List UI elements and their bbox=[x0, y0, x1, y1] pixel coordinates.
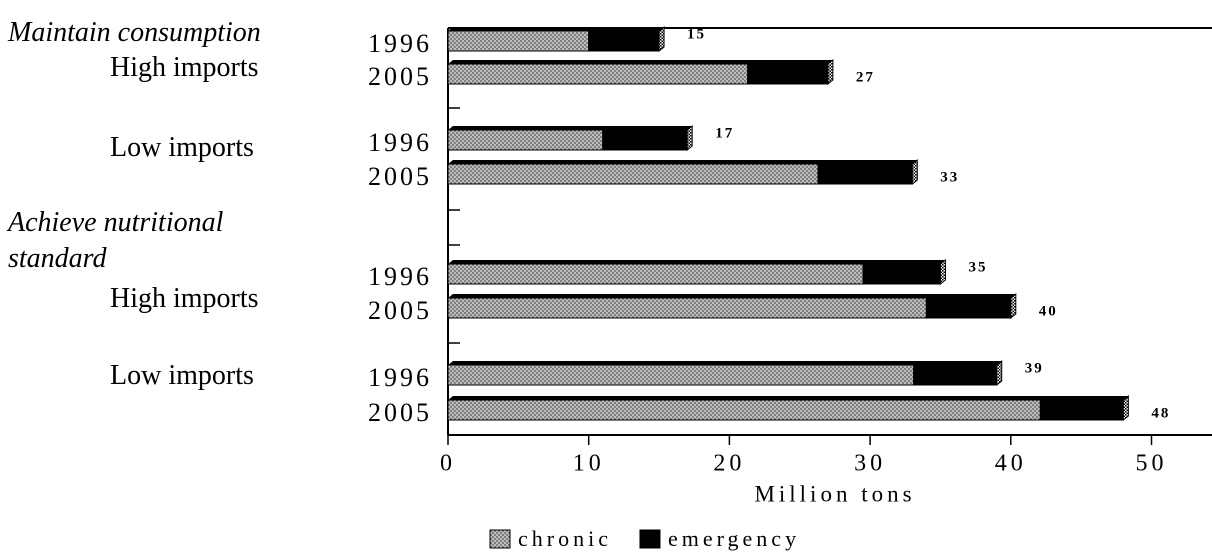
x-axis-label: Million tons bbox=[754, 481, 915, 506]
legend-swatch bbox=[639, 529, 661, 549]
bar-segment bbox=[447, 364, 915, 386]
y-tick-label: 2005 bbox=[368, 296, 432, 325]
bar-end bbox=[827, 58, 834, 86]
subgroup-label: Low imports bbox=[110, 360, 254, 391]
total-label: 15 bbox=[687, 26, 706, 42]
group-label: Maintain consumption bbox=[8, 17, 261, 48]
bar-end bbox=[1010, 292, 1017, 320]
bar-segment bbox=[747, 63, 829, 85]
total-label: 39 bbox=[1025, 360, 1044, 376]
x-tick-label: 30 bbox=[854, 451, 886, 477]
bar-top bbox=[448, 60, 833, 64]
bar-segment bbox=[588, 30, 660, 52]
total-label: 33 bbox=[940, 169, 959, 185]
bar-segment bbox=[447, 63, 749, 85]
bar-segment bbox=[862, 263, 941, 285]
total-label: 40 bbox=[1039, 303, 1058, 319]
y-tick-label: 1996 bbox=[368, 262, 432, 291]
bar-segment bbox=[447, 297, 927, 319]
x-tick-label: 20 bbox=[713, 451, 745, 477]
x-tick-label: 0 bbox=[440, 451, 456, 477]
bar-end bbox=[686, 124, 693, 152]
bar-end bbox=[996, 359, 1003, 387]
bar-top bbox=[448, 361, 1002, 365]
total-label: 35 bbox=[968, 259, 987, 275]
y-tick-label: 2005 bbox=[368, 398, 432, 427]
bar-top bbox=[448, 396, 1129, 400]
y-tick-label: 1996 bbox=[368, 29, 432, 58]
bar-top bbox=[448, 294, 1016, 298]
x-tick-label: 40 bbox=[995, 451, 1027, 477]
y-tick-label: 1996 bbox=[368, 363, 432, 392]
legend-label: chronic bbox=[518, 526, 612, 551]
bar-segment bbox=[447, 263, 864, 285]
bar-segment bbox=[447, 163, 819, 185]
total-label: 48 bbox=[1151, 405, 1170, 421]
subgroup-label: Low imports bbox=[110, 132, 254, 163]
group-label: Achieve nutritional standard bbox=[8, 207, 224, 274]
bar-segment bbox=[1039, 399, 1124, 421]
y-minor-ticks bbox=[448, 107, 460, 344]
bar-top bbox=[448, 260, 946, 264]
subgroup-label: High imports bbox=[110, 52, 259, 83]
bar-segment bbox=[913, 364, 998, 386]
total-label: 27 bbox=[856, 69, 875, 85]
y-tick-label: 1996 bbox=[368, 128, 432, 157]
bar-segment bbox=[447, 399, 1041, 421]
subgroup-label: High imports bbox=[110, 283, 259, 314]
bar-segment bbox=[447, 129, 604, 151]
y-tick-label: 2005 bbox=[368, 62, 432, 91]
bar-end bbox=[658, 25, 665, 53]
bar-top bbox=[448, 27, 665, 31]
bar-top bbox=[448, 160, 918, 164]
bar-end bbox=[1122, 394, 1129, 422]
bar-end bbox=[911, 158, 918, 186]
legend-swatch bbox=[489, 529, 511, 549]
x-tick-label: 50 bbox=[1135, 451, 1167, 477]
bar-segment bbox=[817, 163, 913, 185]
bar-segment bbox=[447, 30, 590, 52]
x-tick-label: 10 bbox=[573, 451, 605, 477]
bar-end bbox=[939, 258, 946, 286]
bar-segment bbox=[925, 297, 1012, 319]
total-label: 17 bbox=[715, 125, 734, 141]
y-tick-label: 2005 bbox=[368, 162, 432, 191]
bar-top bbox=[448, 126, 693, 130]
legend-label: emergency bbox=[668, 526, 800, 551]
bar-segment bbox=[602, 129, 688, 151]
